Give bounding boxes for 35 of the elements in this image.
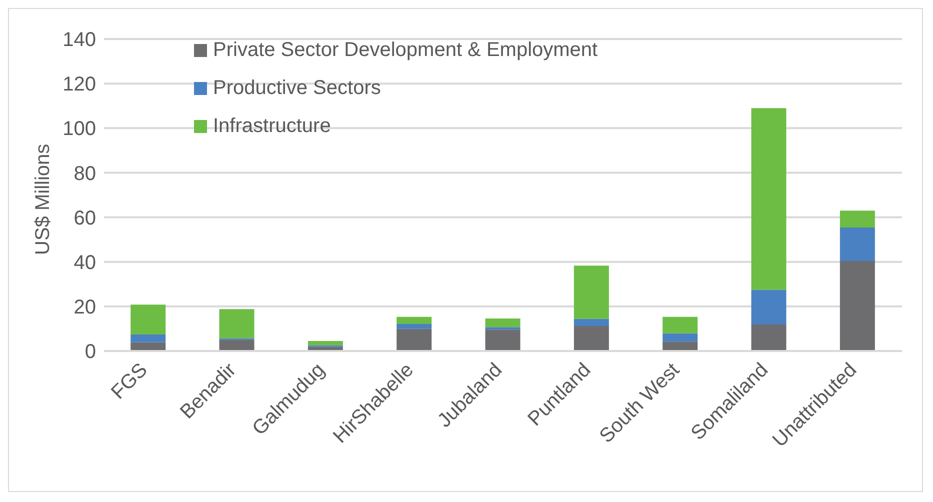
y-tick-label: 140 [62,29,96,52]
bar [574,266,609,319]
legend-label: Productive Sectors [213,76,381,101]
legend-label: Private Sector Development & Employment [213,38,598,63]
bar [130,334,166,342]
bar [396,328,432,351]
bar [396,316,432,324]
bar [219,340,254,351]
bar [751,108,786,290]
y-tick-label: 0 [84,341,96,364]
y-tick-label: 120 [62,74,96,96]
y-tick-label: 80 [74,162,96,185]
bar [840,260,875,351]
bar [751,324,786,351]
y-tick-label: 60 [74,207,96,230]
bar [662,333,698,342]
bar [485,318,520,328]
bar [840,210,875,228]
y-tick-label: 20 [74,296,96,319]
bar [396,324,432,329]
bar [840,228,875,261]
bar [751,290,786,324]
y-tick-label: 100 [62,118,96,140]
bar [574,326,609,351]
bar [308,340,343,346]
bar [485,327,520,330]
bar [130,304,166,335]
bar [662,342,698,351]
bar [219,309,254,338]
bar [574,318,609,326]
y-axis-title: US$ Millions [32,144,54,255]
bar [662,316,698,334]
bar [485,330,520,351]
y-tick-label: 40 [74,252,96,274]
legend-label: Infrastructure [213,114,331,139]
